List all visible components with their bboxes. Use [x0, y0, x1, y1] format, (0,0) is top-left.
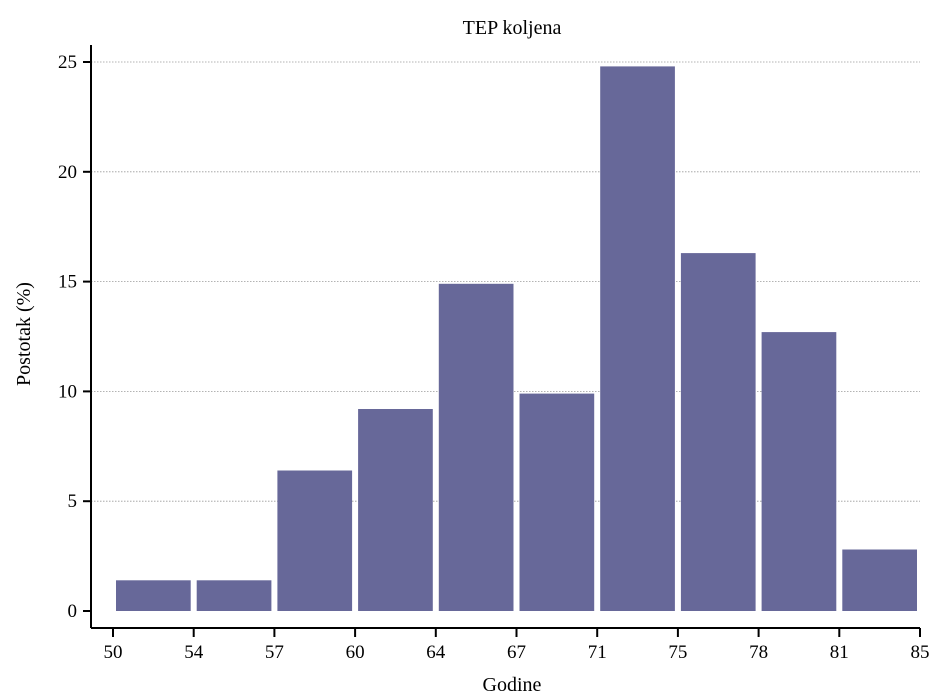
y-tick-label: 20 — [58, 162, 77, 183]
bar — [600, 66, 675, 611]
x-tick-label: 64 — [426, 642, 446, 663]
y-axis-label: Postotak (%) — [13, 282, 35, 386]
bar — [680, 253, 756, 611]
chart-title: TEP koljena — [463, 17, 562, 39]
x-tick-label: 57 — [265, 642, 284, 663]
bar — [277, 470, 353, 611]
x-axis-label: Godine — [483, 674, 542, 696]
bars — [116, 66, 917, 611]
x-tick-label: 67 — [507, 642, 526, 663]
x-tick-label: 71 — [588, 642, 607, 663]
y-tick-label: 10 — [58, 381, 77, 402]
bar — [438, 283, 514, 611]
x-tick-label: 60 — [346, 642, 365, 663]
x-tick-label: 75 — [668, 642, 687, 663]
bar — [842, 549, 917, 611]
x-tick-label: 78 — [749, 642, 768, 663]
x-tick-label: 54 — [184, 642, 204, 663]
bar — [358, 409, 433, 611]
y-ticks: 0 5 10 15 20 25 — [58, 52, 91, 622]
y-tick-label: 25 — [58, 52, 77, 73]
x-tick-label: 81 — [830, 642, 849, 663]
y-tick-label: 15 — [58, 272, 77, 293]
axes — [90, 45, 920, 629]
bar — [519, 393, 595, 611]
x-tick-label: 85 — [911, 642, 930, 663]
x-ticks: 50 54 57 60 64 67 71 75 78 81 85 — [104, 628, 930, 663]
x-tick-label: 50 — [104, 642, 123, 663]
y-tick-label: 5 — [68, 491, 78, 512]
bar — [116, 580, 191, 611]
y-tick-label: 0 — [68, 601, 78, 622]
bar — [761, 332, 837, 611]
bar — [196, 580, 272, 611]
